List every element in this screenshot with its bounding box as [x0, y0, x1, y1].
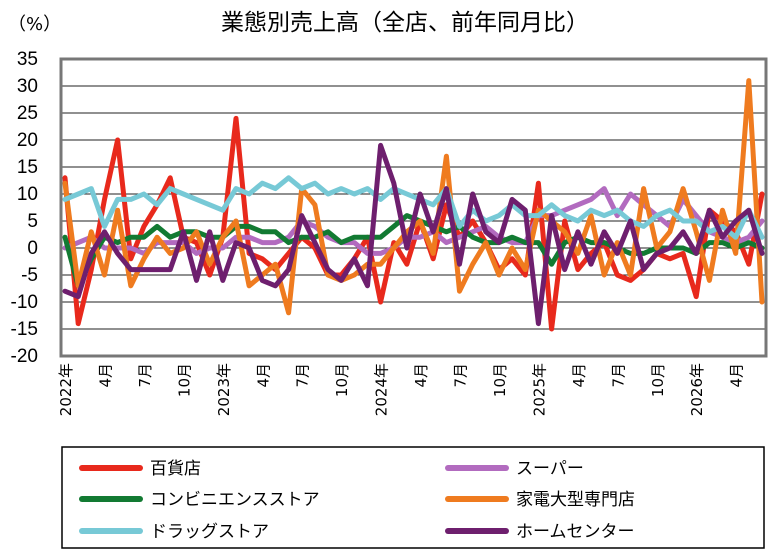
series-lines [62, 78, 765, 332]
legend-label-4: ドラッグストア [150, 522, 269, 542]
y-tick-label: 0 [27, 238, 38, 259]
x-tick-label: 2025年 [530, 363, 548, 416]
x-tick-label: 4月 [728, 363, 746, 388]
y-tick-label: 10 [17, 184, 38, 205]
x-axis-ticks: 2022年 4月 7月 10月 2023年 4月 7月 10月 2024年 4月 7月 10月 2025… [57, 363, 746, 416]
y-tick-label: 25 [17, 103, 38, 124]
legend-label-1: スーパー [516, 459, 584, 479]
legend-label-2: コンビニエンスストア [150, 490, 320, 510]
y-tick-label: -20 [11, 346, 38, 367]
x-tick-label: 10月 [491, 363, 509, 397]
series-line-4 [62, 175, 765, 240]
chart-title: 業態別売上高（全店、前年同月比） [221, 10, 589, 36]
y-tick-label: 15 [17, 157, 38, 178]
y-tick-label: 35 [17, 49, 38, 70]
x-tick-label: 4月 [96, 363, 114, 388]
y-tick-label: 5 [27, 211, 38, 232]
x-tick-label: 7月 [452, 363, 470, 388]
y-tick-label: 30 [17, 76, 38, 97]
legend-label-5: ホームセンター [516, 522, 635, 542]
y-axis-unit: （%） [8, 14, 61, 35]
x-tick-label: 2024年 [373, 363, 391, 416]
y-tick-label: 20 [17, 130, 38, 151]
x-tick-label: 10月 [333, 363, 351, 397]
x-tick-label: 4月 [412, 363, 430, 388]
legend-box [61, 446, 765, 549]
x-tick-label: 7月 [136, 363, 154, 388]
series-line-5 [62, 142, 765, 327]
x-tick-label: 10月 [649, 363, 667, 397]
legend-label-0: 百貨店 [150, 459, 201, 479]
x-tick-label: 7月 [609, 363, 627, 388]
x-tick-label: 4月 [254, 363, 272, 388]
x-tick-label: 2022年 [57, 363, 75, 416]
x-tick-label: 10月 [175, 363, 193, 397]
plot-area-frame [59, 57, 768, 358]
x-tick-label: 7月 [294, 363, 312, 388]
x-tick-label: 2023年 [215, 363, 233, 416]
y-tick-label: -10 [11, 292, 38, 313]
y-tick-label: -15 [11, 319, 38, 340]
y-tick-label: -5 [21, 265, 38, 286]
x-tick-label: 2026年 [688, 363, 706, 416]
gridlines [61, 58, 766, 357]
x-tick-label: 4月 [570, 363, 588, 388]
legend-label-3: 家電大型専門店 [516, 490, 635, 510]
y-axis-ticks: 35 30 25 20 15 10 5 0 -5 -10 -15 -20 [11, 49, 38, 367]
